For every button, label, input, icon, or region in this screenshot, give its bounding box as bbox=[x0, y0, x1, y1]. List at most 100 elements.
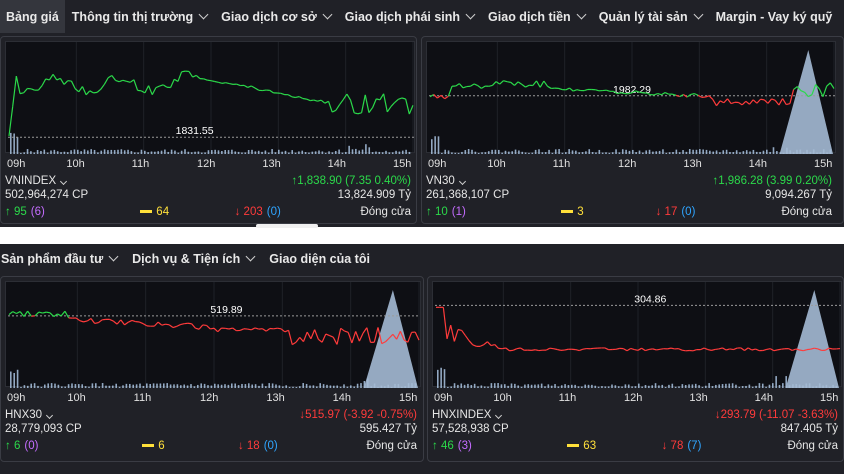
volume-bar bbox=[694, 383, 697, 388]
volume-bar bbox=[67, 384, 70, 388]
price-line-segment bbox=[118, 79, 124, 83]
intraday-chart[interactable]: 304.86 bbox=[432, 281, 842, 388]
volume-bar bbox=[251, 384, 253, 388]
index-name-dropdown[interactable]: HNXINDEX bbox=[432, 409, 503, 421]
volume-bar bbox=[447, 386, 449, 388]
nav-thong-tin-thi-truong[interactable]: Thông tin thị trường bbox=[65, 0, 214, 33]
scroll-handle[interactable] bbox=[256, 224, 318, 228]
volume-bar bbox=[312, 385, 315, 388]
price-line-segment bbox=[767, 98, 773, 104]
price-line-segment bbox=[788, 348, 793, 351]
price-line-segment bbox=[479, 344, 484, 347]
subnav-dich-vu-tien-ich[interactable]: Dịch vụ & Tiện ích bbox=[131, 252, 256, 266]
time-tick-label: 14h bbox=[327, 158, 347, 170]
intraday-chart[interactable]: 519.89 bbox=[5, 281, 421, 388]
nav-giao-dich-co-so[interactable]: Giao dịch cơ sở bbox=[214, 0, 338, 33]
index-panel-hnx30[interactable]: 519.89 09h 10h 11h 12h 13h 14h 15h HNX30 ↓515.97 … bbox=[0, 276, 424, 462]
price-line-segment bbox=[535, 80, 541, 88]
price-line-segment bbox=[516, 347, 521, 350]
volume-bar bbox=[275, 384, 277, 388]
volume-bar bbox=[437, 136, 440, 154]
nav-quan-ly-tai-san[interactable]: Quản lý tài sản bbox=[592, 0, 709, 33]
time-tick-label: 12h bbox=[197, 158, 216, 170]
volume-bar bbox=[169, 384, 172, 388]
volume-bar bbox=[56, 151, 59, 154]
nav-margin-vay-ky-quy[interactable]: Margin - Vay ký quỹ bbox=[709, 0, 840, 33]
volume-bar bbox=[732, 152, 735, 154]
index-volume-row: 502,964,274 CP 13,824.909 Tỷ bbox=[5, 189, 415, 201]
index-name-dropdown[interactable]: VNINDEX bbox=[5, 175, 68, 187]
intraday-chart[interactable]: 1831.55 bbox=[5, 41, 415, 154]
volume-bar bbox=[345, 151, 347, 154]
volume-bar bbox=[265, 386, 267, 388]
declines: ↓ 17 (0) bbox=[656, 206, 696, 218]
volume-bar bbox=[437, 369, 439, 388]
nav-giao-dich-tien[interactable]: Giao dịch tiền bbox=[481, 0, 592, 33]
volume-bar bbox=[668, 384, 670, 388]
price-line-segment bbox=[752, 99, 758, 104]
index-panel-vn30[interactable]: 1982.29 09h 10h 11h 12h 13h 14h 15h VN30 ↑1,986.2… bbox=[421, 36, 844, 224]
volume-bar bbox=[711, 386, 714, 388]
volume-bar bbox=[401, 150, 404, 154]
price-line-segment bbox=[646, 92, 651, 96]
price-line-segment bbox=[217, 327, 222, 333]
nav-bang-gia[interactable]: Bảng giá bbox=[0, 0, 65, 33]
price-line-segment bbox=[623, 348, 628, 352]
price-line-segment bbox=[23, 88, 28, 94]
price-line-segment bbox=[521, 83, 526, 88]
price-line-segment bbox=[436, 94, 442, 99]
index-change: ↓293.79 (-11.07 -3.63%) bbox=[715, 409, 838, 421]
volume-bar bbox=[601, 386, 603, 388]
volume-bar bbox=[258, 385, 260, 388]
index-name-dropdown[interactable]: HNX30 bbox=[5, 409, 54, 421]
volume-bar bbox=[691, 384, 694, 388]
volume-bar bbox=[585, 151, 587, 154]
volume-bar bbox=[301, 150, 304, 154]
subnav-giao-dien-cua-toi[interactable]: Giao diện của tôi bbox=[268, 252, 370, 266]
index-name: HNX30 bbox=[5, 409, 43, 421]
volume-bar bbox=[701, 386, 704, 388]
bar-icon bbox=[561, 210, 574, 214]
time-tick-label: 13h bbox=[262, 158, 281, 170]
volume-bar bbox=[490, 383, 493, 388]
price-line-segment bbox=[718, 347, 723, 350]
time-tick-label: 14h bbox=[332, 392, 352, 404]
volume-bar bbox=[26, 149, 29, 154]
volume-bar bbox=[451, 152, 453, 154]
price-line-segment bbox=[399, 331, 405, 341]
volume-bar bbox=[611, 384, 613, 388]
volume-bar bbox=[267, 152, 270, 154]
price-line-segment bbox=[763, 99, 769, 104]
price-line-segment bbox=[364, 94, 370, 113]
index-panel-hnxindex[interactable]: 304.86 09h 10h 11h 12h 13h 14h 15h HNXINDEX ↓293.… bbox=[427, 276, 844, 462]
price-line-segment bbox=[719, 100, 725, 104]
volume-bar bbox=[150, 151, 153, 154]
nav-giao-dich-phai-sinh[interactable]: Giao dịch phái sinh bbox=[338, 0, 481, 33]
index-name-dropdown[interactable]: VN30 bbox=[426, 175, 466, 187]
volume-bar bbox=[101, 383, 104, 388]
price-line-segment bbox=[672, 93, 677, 96]
price-line-segment bbox=[762, 348, 767, 352]
volume-bar bbox=[207, 150, 210, 154]
volume-bar bbox=[375, 151, 377, 154]
subnav-san-pham-dau-tu[interactable]: Sản phẩm đầu tư bbox=[0, 252, 119, 266]
unchanged-count: 3 bbox=[577, 206, 584, 218]
price-line-segment bbox=[481, 85, 486, 89]
volume-bar bbox=[186, 385, 189, 388]
volume-bar bbox=[83, 149, 86, 154]
intraday-chart[interactable]: 1982.29 bbox=[426, 41, 836, 154]
declines-count: 78 bbox=[670, 440, 684, 452]
index-panel-vnindex[interactable]: 1831.55 09h 10h 11h 12h 13h 14h 15h VNINDEX ↑1,83… bbox=[0, 36, 417, 224]
volume-bar bbox=[135, 384, 138, 388]
volume-bar bbox=[46, 152, 49, 154]
volume-bar bbox=[467, 149, 470, 154]
volume-bar bbox=[234, 151, 237, 154]
volume-bar bbox=[731, 383, 734, 388]
volume-bar bbox=[224, 150, 226, 154]
volume-bar bbox=[725, 383, 727, 388]
volume-bar bbox=[517, 385, 519, 388]
price-line-segment bbox=[314, 329, 319, 340]
volume-bar bbox=[554, 149, 557, 154]
volume-bar bbox=[40, 386, 43, 388]
index-name: HNXINDEX bbox=[432, 409, 492, 421]
